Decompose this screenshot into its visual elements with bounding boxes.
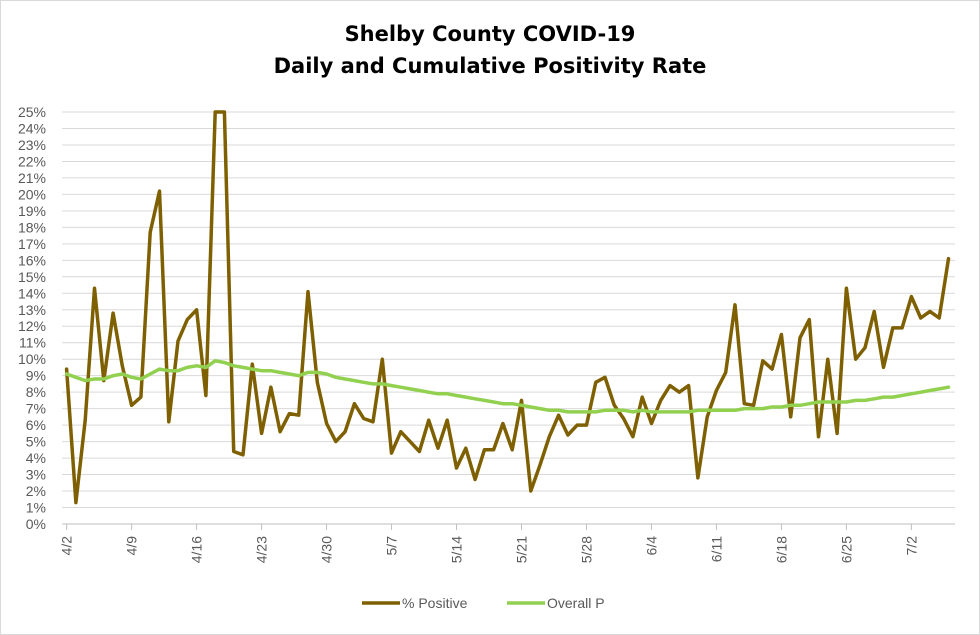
chart-title: Shelby County COVID-19 Daily and Cumulat… — [0, 18, 980, 82]
y-tick-label: 18% — [18, 219, 46, 235]
chart-title-line1: Shelby County COVID-19 — [344, 22, 636, 46]
legend: % Positive Overall P — [362, 595, 605, 611]
y-tick-label: 25% — [18, 104, 46, 120]
legend-label: % Positive — [402, 595, 468, 611]
x-tick-label: 6/25 — [838, 536, 854, 563]
y-tick-label: 6% — [26, 417, 46, 433]
y-tick-label: 12% — [18, 318, 46, 334]
y-tick-label: 14% — [18, 285, 46, 301]
y-tick-label: 16% — [18, 252, 46, 268]
series-line-0 — [64, 110, 951, 505]
x-tick-label: 4/9 — [124, 536, 140, 556]
x-tick-label: 6/11 — [708, 536, 724, 562]
y-tick-label: 1% — [26, 500, 46, 516]
x-axis-ticks: 4/2 4/9 4/16 4/23 4/30 5/7 5/14 5/21 5/28 6/4 6/11… — [59, 524, 919, 563]
y-tick-label: 20% — [18, 186, 46, 202]
y-tick-label: 5% — [26, 434, 46, 450]
y-tick-label: 0% — [26, 516, 46, 532]
x-tick-label: 4/16 — [189, 536, 205, 563]
y-tick-label: 10% — [18, 351, 46, 367]
y-tick-label: 22% — [18, 153, 46, 169]
y-tick-label: 3% — [26, 467, 46, 483]
y-tick-label: 4% — [26, 450, 46, 466]
y-tick-label: 15% — [18, 269, 46, 285]
y-tick-label: 19% — [18, 203, 46, 219]
y-tick-label: 11% — [19, 335, 46, 351]
y-tick-label: 17% — [18, 236, 46, 252]
x-tick-label: 5/21 — [513, 536, 529, 563]
series-line-1 — [64, 359, 951, 414]
x-tick-label: 5/14 — [449, 536, 465, 563]
x-tick-label: 6/4 — [643, 536, 659, 556]
x-tick-label: 7/2 — [903, 536, 919, 556]
series-lines — [64, 110, 951, 505]
y-tick-label: 8% — [26, 384, 46, 400]
y-tick-label: 24% — [18, 120, 46, 136]
y-tick-label: 9% — [26, 368, 46, 384]
x-tick-label: 5/7 — [384, 536, 400, 556]
y-tick-label: 21% — [18, 170, 46, 186]
x-tick-label: 5/28 — [578, 536, 594, 563]
y-tick-label: 23% — [18, 137, 46, 153]
x-tick-label: 4/23 — [254, 536, 270, 563]
legend-label: Overall P — [547, 595, 605, 611]
y-tick-label: 2% — [26, 483, 46, 499]
x-tick-label: 4/2 — [59, 536, 75, 556]
y-axis-ticks: 0%1%2%3%4%5%6%7%8%9%10%11%12%13%14%15%16… — [18, 104, 46, 532]
y-tick-label: 13% — [18, 302, 46, 318]
chart-title-line2: Daily and Cumulative Positivity Rate — [273, 54, 707, 78]
x-tick-label: 6/18 — [773, 536, 789, 563]
y-tick-label: 7% — [26, 401, 46, 417]
x-tick-label: 4/30 — [319, 536, 335, 563]
